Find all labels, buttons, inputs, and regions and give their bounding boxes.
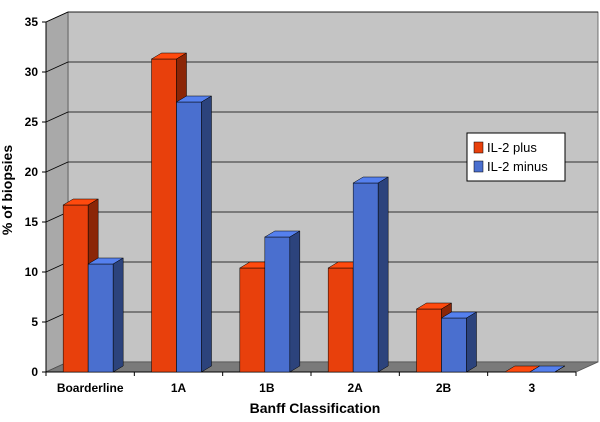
legend: IL-2 plus IL-2 minus [466, 132, 566, 182]
bar-side [289, 230, 301, 373]
bar-side [554, 365, 565, 373]
bar-side [112, 257, 124, 373]
bar-front [264, 236, 291, 373]
bar [175, 95, 213, 373]
bar-front [176, 101, 202, 373]
bar-front [352, 182, 379, 373]
bar-front [62, 204, 89, 373]
gridline-side [45, 161, 69, 173]
bar [87, 257, 125, 373]
bar [263, 230, 301, 373]
x-tick-label: 2A [347, 381, 363, 395]
y-tick-label: 35 [25, 15, 39, 29]
gridline-side [45, 111, 69, 123]
x-axis-title: Banff Classification [250, 400, 381, 416]
y-tick-label: 15 [25, 215, 39, 229]
bar-front [327, 267, 354, 373]
y-tick-label: 25 [25, 115, 39, 129]
bar [528, 365, 566, 373]
bar-front [87, 263, 114, 373]
bar-front [441, 317, 467, 373]
tick-labels: 0 5 10 15 20 25 30 35 Boarderline 1A 1B 2A 2B 3 [25, 15, 536, 395]
legend-label-il2-plus: IL-2 plus [487, 140, 537, 155]
gridline-side [45, 11, 69, 23]
y-axis-title: % of biopsies [0, 145, 15, 235]
y-tick-label: 10 [25, 265, 39, 279]
y-tick-label: 0 [31, 365, 38, 379]
x-tick-label: 2B [436, 381, 452, 395]
legend-swatch-il2-plus [473, 141, 484, 154]
gridline-side [45, 61, 69, 73]
legend-swatch-il2-minus [473, 160, 484, 173]
x-tick-label: Boarderline [57, 381, 124, 395]
legend-label-il2-minus: IL-2 minus [487, 159, 548, 174]
bar-side [377, 176, 389, 373]
bar-side [466, 311, 477, 373]
bars [62, 52, 566, 373]
x-tick-label: 1A [171, 381, 187, 395]
x-tick-label: 3 [528, 381, 535, 395]
bar-front [151, 58, 177, 373]
bar-front [239, 267, 266, 373]
plot-walls [45, 11, 599, 373]
axes [42, 21, 577, 376]
bar-front [416, 308, 442, 373]
y-tick-label: 20 [25, 165, 39, 179]
y-tick-label: 5 [31, 315, 38, 329]
y-tick-label: 30 [25, 65, 39, 79]
bar [440, 311, 478, 373]
bar [352, 176, 390, 373]
legend-box [466, 132, 566, 182]
bar-side [201, 95, 212, 373]
x-tick-label: 1B [259, 381, 275, 395]
